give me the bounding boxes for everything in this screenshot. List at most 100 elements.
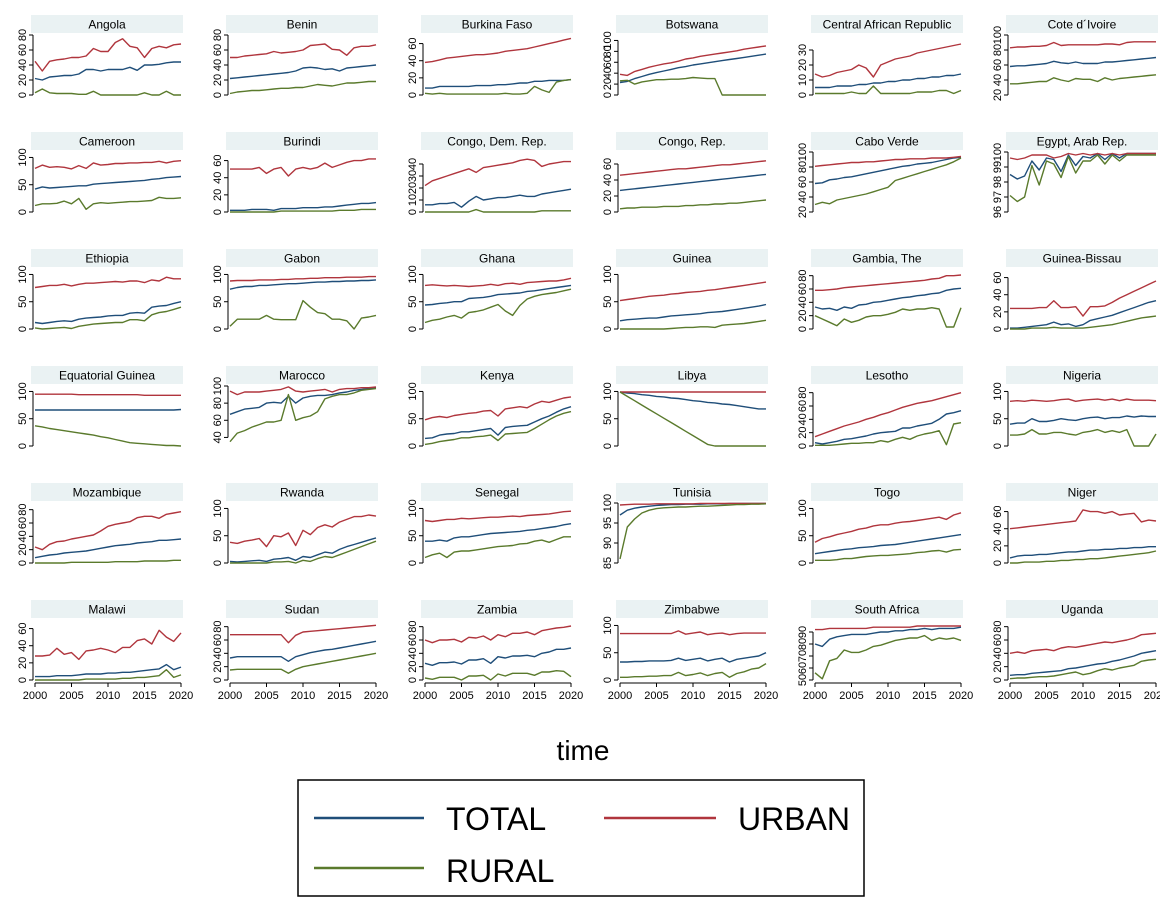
panel-libya: Libya 0 50 100 (602, 366, 768, 449)
y-tick-label: 0 (17, 677, 29, 683)
x-tick-label: 2010 (876, 690, 900, 702)
series-line-total (425, 523, 572, 542)
panel-title: Libya (678, 369, 707, 383)
y-tick-label: 60 (992, 634, 1004, 646)
y-tick-label: 0 (602, 92, 614, 98)
y-tick-label: 100 (407, 499, 419, 517)
y-tick-label: 70 (797, 650, 809, 662)
y-tick-label: 0 (212, 677, 224, 683)
legend-label: RURAL (446, 853, 554, 889)
y-tick-label: 0 (797, 326, 809, 332)
series-line-rural (229, 299, 377, 330)
panel-title-strip (811, 15, 963, 33)
series-line-rural (619, 199, 767, 210)
x-tick-label: 2015 (132, 690, 156, 702)
panel-senegal: Senegal 0 50 100 (407, 483, 573, 566)
y-tick-label: 80 (797, 161, 809, 173)
panel-title: Cabo Verde (855, 135, 919, 149)
y-tick-label: 50 (602, 296, 614, 308)
panel-title-strip (1006, 132, 1158, 150)
panel-title-strip (31, 600, 183, 618)
panel-title-strip (226, 600, 378, 618)
y-tick-label: 85 (602, 557, 614, 569)
y-tick-label: 40 (212, 647, 224, 659)
series-line-rural (230, 208, 376, 213)
panel-title: Gabon (284, 252, 320, 266)
x-tick-label: 2000 (803, 690, 827, 702)
series-line-urban (1009, 152, 1156, 161)
y-tick-label: 40 (407, 158, 419, 170)
panel-title-strip (811, 366, 963, 384)
series-line-total (34, 61, 181, 81)
y-tick-label: 0 (17, 92, 29, 98)
series-line-rural (424, 78, 572, 95)
panel-title: Mozambique (73, 486, 142, 500)
panel-title-strip (616, 132, 768, 150)
series-line-rural (34, 196, 182, 211)
panel-title: Guinea (673, 252, 712, 266)
y-tick-label: 80 (407, 621, 419, 633)
series-line-urban (619, 502, 766, 506)
x-tick-label: 2000 (218, 690, 242, 702)
series-line-urban (1009, 509, 1157, 530)
y-tick-label: 20 (212, 189, 224, 201)
panel-title-strip (811, 249, 963, 267)
y-tick-label: 60 (212, 634, 224, 646)
y-tick-label: 0 (992, 560, 1004, 566)
series-line-rural (1010, 74, 1157, 85)
y-tick-label: 20 (17, 544, 29, 556)
series-line-urban (34, 276, 181, 289)
y-tick-label: 100 (602, 31, 614, 49)
x-tick-label: 2015 (522, 690, 546, 702)
y-tick-label: 40 (992, 523, 1004, 535)
y-tick-label: 20 (407, 661, 419, 673)
series-line-urban (230, 624, 377, 644)
panel-tunisia: Tunisia 85 90 95 100 (602, 483, 768, 569)
series-line-urban (229, 514, 377, 548)
y-tick-label: 0 (992, 443, 1004, 449)
panel-title: Central African Republic (823, 18, 952, 32)
series-line-rural (35, 559, 181, 564)
series-line-urban (34, 160, 182, 170)
y-tick-label: 80 (17, 504, 29, 516)
series-line-urban (619, 281, 767, 302)
y-tick-label: 60 (602, 158, 614, 170)
panel-title-strip (31, 15, 183, 33)
panel-title-strip (1006, 366, 1158, 384)
y-tick-label: 20 (602, 78, 614, 90)
series-line-rural (620, 663, 767, 678)
series-line-urban (1009, 632, 1157, 654)
panel-title: Nigeria (1063, 369, 1101, 383)
series-line-rural (1009, 658, 1157, 680)
series-line-urban (620, 630, 766, 636)
y-tick-label: 100 (602, 265, 614, 283)
y-tick-label: 97 (992, 191, 1004, 203)
panel-title-strip (226, 249, 378, 267)
series-line-total (619, 391, 766, 410)
panel-title-strip (421, 366, 573, 384)
panel-title: Togo (874, 486, 900, 500)
x-tick-label: 2010 (291, 690, 315, 702)
x-tick-label: 2015 (717, 690, 741, 702)
panel-title: Congo, Dem. Rep. (447, 135, 546, 149)
series-line-rural (815, 85, 962, 95)
panel-title: Botswana (666, 18, 719, 32)
x-tick-label: 2015 (327, 690, 351, 702)
y-tick-label: 20 (17, 657, 29, 669)
legend-box (297, 779, 865, 897)
y-tick-label: 50 (602, 647, 614, 659)
series-line-rural (229, 387, 377, 443)
y-tick-label: 10 (407, 194, 419, 206)
panel-title: Cote d´Ivoire (1048, 18, 1117, 32)
y-tick-label: 40 (602, 174, 614, 186)
y-tick-label: 40 (17, 530, 29, 542)
panel-benin: Benin 0 20 40 60 80 (212, 15, 378, 98)
series-line-total (424, 406, 572, 440)
legend-item-total: TOTAL (314, 801, 546, 837)
panel-guinea: Guinea 0 50 100 (602, 249, 768, 332)
y-tick-label: 40 (212, 431, 224, 443)
panel-title: Gambia, The (852, 252, 921, 266)
x-tick-label: 2005 (254, 690, 278, 702)
